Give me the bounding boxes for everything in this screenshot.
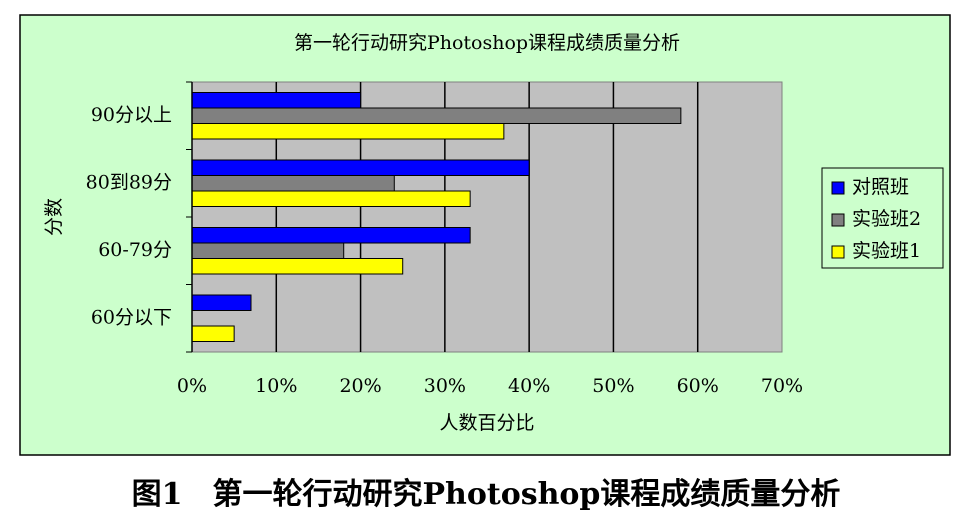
bar [191, 107, 682, 124]
x-tick-label: 50% [592, 375, 634, 397]
y-tick-label: 80到89分 [86, 171, 172, 193]
bar [191, 325, 235, 342]
x-tick-label: 70% [761, 375, 803, 397]
y-axis-title: 分数 [43, 198, 65, 236]
y-tick-label: 90分以上 [91, 104, 172, 126]
x-tick-label: 60% [677, 375, 719, 397]
bar [191, 294, 252, 311]
legend-swatch [831, 245, 845, 259]
legend-swatch [831, 213, 845, 227]
legend-label: 实验班1 [852, 240, 921, 262]
x-tick-label: 10% [255, 375, 297, 397]
chart-title: 第一轮行动研究Photoshop课程成绩质量分析 [294, 32, 680, 54]
bar [191, 92, 362, 109]
x-tick-label: 30% [424, 375, 466, 397]
bar [191, 190, 471, 207]
bar [191, 123, 505, 140]
bar [191, 258, 404, 275]
x-tick-label: 0% [177, 375, 207, 397]
legend-label: 对照班 [852, 176, 909, 198]
y-tick-label: 60-79分 [98, 239, 172, 261]
bar [191, 227, 471, 244]
x-tick-label: 40% [508, 375, 550, 397]
bar [191, 175, 395, 192]
y-tick-label: 60分以下 [91, 306, 172, 328]
figure-caption: 图1 第一轮行动研究Photoshop课程成绩质量分析 [132, 477, 841, 512]
bar [191, 242, 345, 259]
legend-label: 实验班2 [852, 208, 921, 230]
x-axis-title: 人数百分比 [439, 412, 534, 434]
x-tick-label: 20% [339, 375, 381, 397]
bar [191, 159, 530, 176]
legend-swatch [831, 181, 845, 195]
